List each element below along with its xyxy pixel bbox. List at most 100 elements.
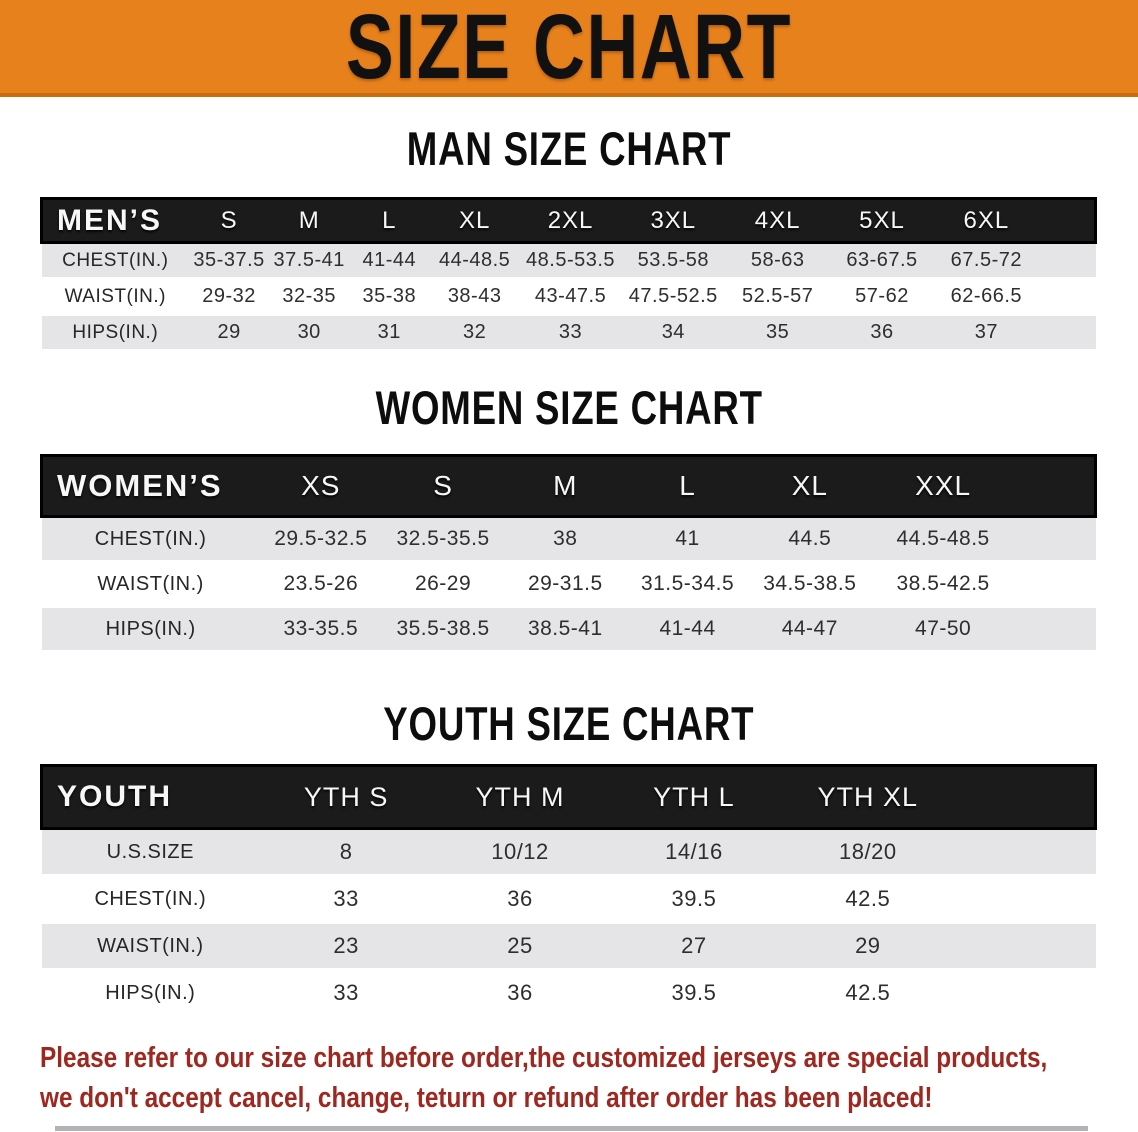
men-size-column-header: XL [429,197,520,244]
men-size-column-header: 6XL [934,197,1039,244]
measurement-value: 63-67.5 [829,242,935,280]
men-size-table: MEN’S S M L XL 2XL 3XL 4XL 5XL 6XL CHEST(IN.) 35-37… [40,197,1097,352]
youth-size-column-header: YTH M [433,764,607,830]
measurement-value: 37 [934,314,1039,352]
women-size-column-header: XL [748,454,871,518]
measurement-label: U.S.SIZE [41,828,260,877]
men-size-column-header: 5XL [829,197,935,244]
measurement-value: 39.5 [606,875,781,924]
spacer-cell [1015,606,1096,653]
measurement-value: 38.5-41 [504,606,627,653]
men-heading-text: MAN SIZE CHART [406,121,732,175]
women-size-column-header: XS [259,454,382,518]
measurement-value: 33 [259,969,434,1018]
women-table-title: WOMEN’S [39,454,260,518]
measurement-value: 10/12 [433,828,607,877]
measurement-value: 33 [259,875,434,924]
spacer-cell [954,969,1096,1018]
youth-header-row: YOUTH YTH S YTH M YTH L YTH XL [40,764,1097,830]
measurement-value: 41 [626,516,749,563]
women-size-column-header: XXL [870,454,1016,518]
youth-table-row: WAIST(IN.) 23 25 27 29 [41,922,1096,971]
youth-table-title: YOUTH [40,764,260,830]
men-table-row: CHEST(IN.) 35-37.5 37.5-41 41-44 44-48.5 48.5… [41,242,1096,280]
men-size-column-header: 4XL [725,197,830,244]
youth-size-column-header: YTH XL [780,764,955,830]
men-size-column-header: M [269,197,350,244]
men-size-column-header: L [349,197,430,244]
measurement-value: 34 [621,314,726,352]
youth-size-column-header: YTH L [606,764,781,830]
women-table-row: HIPS(IN.) 33-35.5 35.5-38.5 38.5-41 41-44 44-… [41,606,1096,653]
women-table-row: CHEST(IN.) 29.5-32.5 32.5-35.5 38 41 44.5 44.5… [41,516,1096,563]
spacer-cell [954,922,1096,971]
measurement-value: 41-44 [626,606,749,653]
measurement-value: 31 [349,314,430,352]
measurement-value: 8 [259,828,434,877]
measurement-value: 44.5 [748,516,871,563]
measurement-value: 14/16 [606,828,781,877]
measurement-value: 37.5-41 [269,242,350,280]
men-size-column-header: 3XL [621,197,726,244]
measurement-value: 38 [504,516,627,563]
disclaimer-line-1: Please refer to our size chart before or… [40,1042,1048,1074]
youth-table-row: U.S.SIZE 8 10/12 14/16 18/20 [41,828,1096,877]
spacer-cell [1038,314,1096,352]
measurement-value: 33 [519,314,622,352]
women-heading-text: WOMEN SIZE CHART [375,380,763,434]
measurement-value: 53.5-58 [621,242,726,280]
measurement-value: 23 [259,922,434,971]
measurement-value: 36 [433,969,607,1018]
section-women: WOMEN SIZE CHART WOMEN’S XS S M L XL XXL CHEST(… [0,382,1138,653]
spacer-cell [954,764,1097,830]
measurement-label: HIPS(IN.) [41,606,260,653]
women-header-row: WOMEN’S XS S M L XL XXL [39,454,1098,518]
measurement-value: 35-37.5 [189,242,270,280]
measurement-value: 29.5-32.5 [259,516,382,563]
youth-table-row: HIPS(IN.) 33 36 39.5 42.5 [41,969,1096,1018]
measurement-label: CHEST(IN.) [41,875,260,924]
disclaimer: Please refer to our size chart before or… [40,1038,1138,1118]
men-table-row: HIPS(IN.) 29 30 31 32 33 34 35 36 37 [41,314,1096,352]
banner-title: SIZE CHART [345,0,793,98]
measurement-value: 52.5-57 [725,278,830,316]
spacer-cell [1038,278,1096,316]
measurement-value: 58-63 [725,242,830,280]
men-header-row: MEN’S S M L XL 2XL 3XL 4XL 5XL 6XL [40,197,1097,244]
youth-heading-text: YOUTH SIZE CHART [383,696,755,750]
youth-size-table: YOUTH YTH S YTH M YTH L YTH XL U.S.SIZE 8 10/12… [40,764,1097,1018]
measurement-value: 44.5-48.5 [870,516,1016,563]
men-table-row: WAIST(IN.) 29-32 32-35 35-38 38-43 43-47.5 47.… [41,278,1096,316]
measurement-value: 31.5-34.5 [626,561,749,608]
section-men: MAN SIZE CHART MEN’S S M L XL 2XL 3XL 4XL 5XL 6XL… [0,123,1138,352]
women-section-heading: WOMEN SIZE CHART [0,382,1138,432]
measurement-value: 38-43 [429,278,520,316]
banner: SIZE CHART [0,0,1138,97]
youth-size-column-header: YTH S [259,764,434,830]
women-size-column-header: L [626,454,749,518]
spacer-cell [954,875,1096,924]
measurement-value: 32-35 [269,278,350,316]
spacer-cell [1015,516,1096,563]
youth-section-heading: YOUTH SIZE CHART [0,698,1138,748]
men-table-title: MEN’S [40,197,190,244]
measurement-value: 32 [429,314,520,352]
disclaimer-line-2: we don't accept cancel, change, teturn o… [40,1082,933,1114]
measurement-value: 35.5-38.5 [381,606,505,653]
measurement-label: HIPS(IN.) [41,314,190,352]
measurement-value: 44-48.5 [429,242,520,280]
measurement-value: 29 [189,314,270,352]
measurement-value: 34.5-38.5 [748,561,871,608]
spacer-cell [954,828,1096,877]
section-youth: YOUTH SIZE CHART YOUTH YTH S YTH M YTH L YTH… [0,698,1138,1018]
measurement-value: 36 [829,314,935,352]
measurement-value: 29 [780,922,955,971]
youth-table-row: CHEST(IN.) 33 36 39.5 42.5 [41,875,1096,924]
measurement-value: 35 [725,314,830,352]
measurement-value: 42.5 [780,875,955,924]
measurement-label: WAIST(IN.) [41,278,190,316]
women-size-column-header: M [504,454,627,518]
spacer-cell [1038,242,1096,280]
measurement-value: 36 [433,875,607,924]
